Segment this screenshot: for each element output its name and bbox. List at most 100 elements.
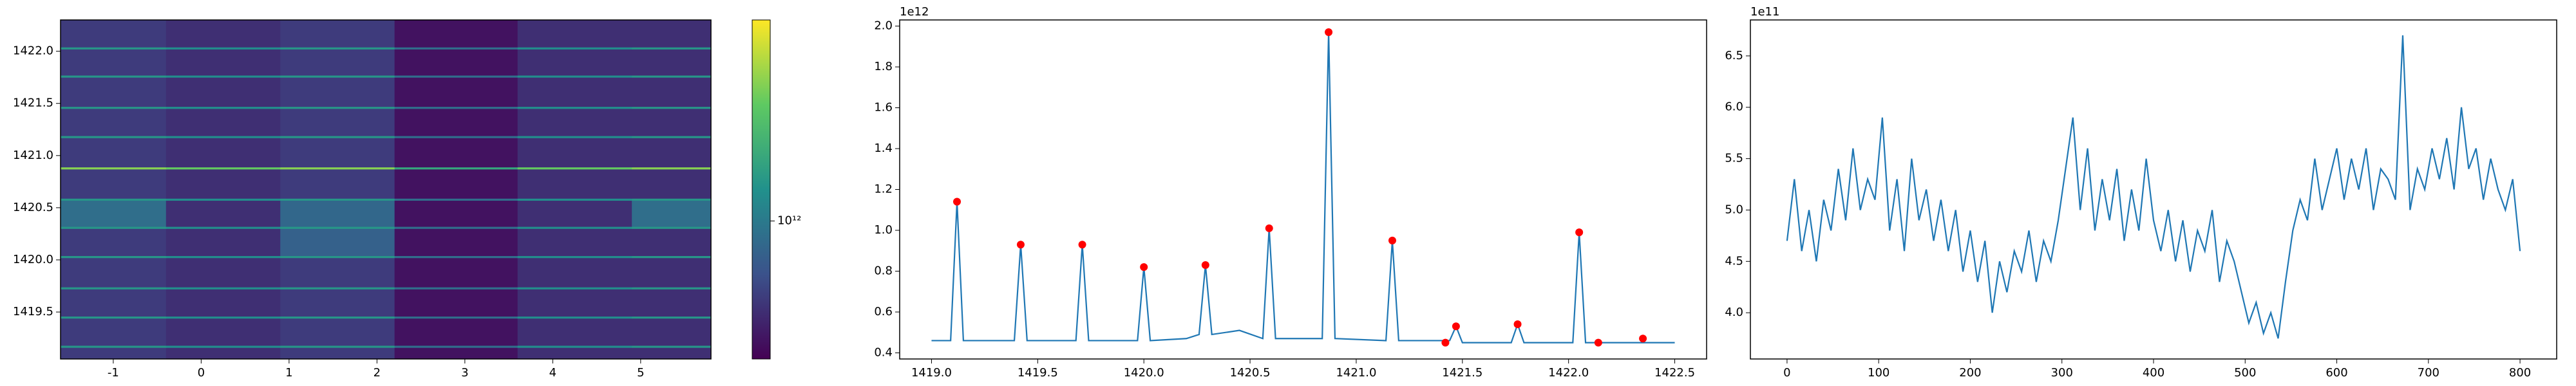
peak-marker (1639, 335, 1647, 343)
heatmap-cell (280, 198, 395, 201)
x-tick-label: 100 (1868, 366, 1889, 380)
x-tick-label: 0 (1783, 366, 1790, 380)
heatmap-cell (280, 289, 395, 317)
peak-marker (1441, 338, 1450, 347)
heatmap-cell (166, 257, 281, 288)
heatmap-cell (166, 49, 281, 76)
heatmap-cell (61, 198, 167, 201)
heatmap-cell (394, 200, 518, 227)
heatmap-cell (166, 138, 281, 168)
heatmap-cell (280, 255, 395, 259)
axes-frame (899, 19, 1707, 360)
heatmap-cell (166, 316, 281, 319)
peak-marker (1325, 28, 1333, 37)
heatmap-cell (517, 108, 632, 136)
heatmap-cell (61, 49, 167, 76)
heatmap-cell (166, 228, 281, 256)
heatmap-cell (166, 108, 281, 136)
heatmap-cell (632, 228, 712, 256)
x-tick-label: 1420.0 (1124, 366, 1164, 380)
heatmap-cell (632, 167, 712, 170)
heatmap-cell (280, 169, 395, 199)
offset-label: 1e11 (1750, 5, 1779, 19)
heatmap-cell (61, 347, 167, 360)
heatmap-cell (61, 255, 167, 259)
heatmap-cell (280, 77, 395, 107)
heatmap-cell (280, 20, 395, 48)
y-tick-label: 1.0 (874, 223, 893, 237)
x-tick-label: -1 (108, 366, 119, 380)
heatmap-cell (166, 198, 281, 201)
heatmap-cell (280, 345, 395, 348)
y-tick-label: 1421.0 (13, 149, 53, 162)
heatmap-cell (632, 138, 712, 168)
peak-marker (1140, 263, 1148, 271)
heatmap-cell (61, 106, 167, 109)
heatmap-cell (632, 49, 712, 76)
heatmap-cell (166, 287, 281, 290)
x-tick-label: 1420.5 (1230, 366, 1271, 380)
heatmap-cell (632, 200, 712, 227)
colorbar-tick-label: 10¹² (777, 214, 801, 228)
heatmap-cell (394, 198, 518, 201)
heatmap-cell (517, 345, 632, 348)
y-tick-label: 1419.5 (13, 305, 53, 318)
line (931, 32, 1675, 344)
heatmap-cell (517, 226, 632, 229)
heatmap-cell (517, 135, 632, 138)
heatmap-cell (166, 347, 281, 360)
heatmap-cell (166, 289, 281, 317)
heatmap-cell (394, 138, 518, 168)
heatmap-cell (632, 77, 712, 107)
heatmap-cell (517, 316, 632, 319)
x-tick-label: 0 (198, 366, 205, 380)
heatmap-cell (61, 77, 167, 107)
heatmap-cell (394, 77, 518, 107)
heatmap-cell (632, 108, 712, 136)
heatmap-cell (394, 75, 518, 78)
heatmap-cell (517, 167, 632, 170)
heatmap-cell (632, 287, 712, 290)
heatmap-cell (517, 106, 632, 109)
heatmap-cell (61, 228, 167, 256)
heatmap-cell (394, 257, 518, 288)
heatmap-cell (517, 20, 632, 48)
y-tick-label: 1.2 (874, 183, 893, 196)
y-tick-label: 1421.5 (13, 96, 53, 110)
heatmap-cell (517, 255, 632, 259)
y-tick-label: 1.4 (874, 142, 893, 155)
heatmap-cell (632, 347, 712, 360)
heatmap-cell (61, 167, 167, 170)
x-tick-label: 1419.0 (911, 366, 952, 380)
peak-marker (1388, 236, 1396, 244)
y-axis-label: SX (0, 182, 3, 198)
heatmap-cell (61, 138, 167, 168)
heatmap-cell (61, 257, 167, 288)
heatmap-cell (517, 77, 632, 107)
peak-marker (1594, 338, 1602, 347)
heatmap-cell (517, 198, 632, 201)
y-tick-label: 1.8 (874, 60, 893, 73)
heatmap-cell (394, 135, 518, 138)
y-tick-label: 5.0 (1725, 203, 1743, 216)
peak-marker (1016, 241, 1025, 249)
heatmap-cell (166, 318, 281, 346)
y-tick-label: 4.5 (1725, 254, 1743, 268)
heatmap-cell (166, 169, 281, 199)
heatmap-cell (632, 47, 712, 50)
heatmap-cell (166, 226, 281, 229)
line (1786, 35, 2521, 339)
heatmap-cell (394, 108, 518, 136)
heatmap-cell (280, 167, 395, 170)
heatmap-cell (394, 289, 518, 317)
y-tick-label: 1.6 (874, 101, 893, 115)
heatmap-cell (394, 347, 518, 360)
heatmap-cell (394, 106, 518, 109)
x-tick-label: 800 (2509, 366, 2531, 380)
heatmap-cell (61, 108, 167, 136)
x-tick-label: 2 (374, 366, 381, 380)
axes-frame (60, 19, 712, 360)
heatmap-cell (280, 347, 395, 360)
heatmap-cell (632, 169, 712, 199)
